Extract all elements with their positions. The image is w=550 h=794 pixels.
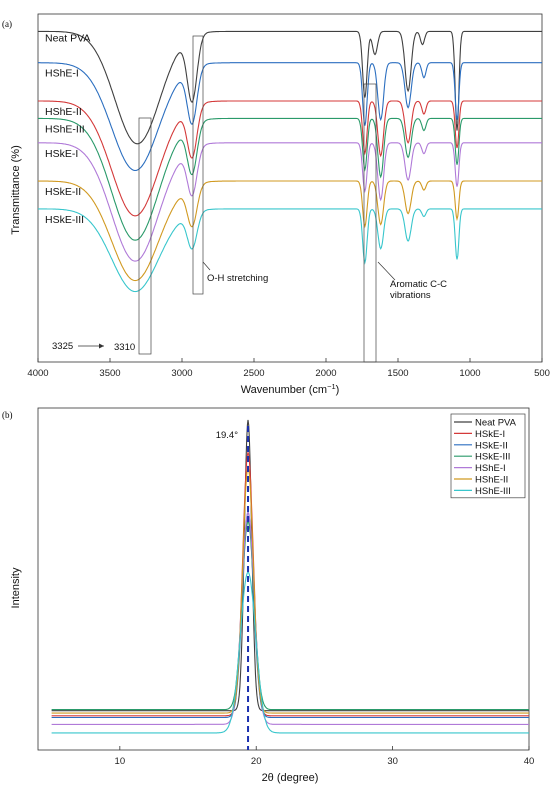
panel-b-legend: Neat PVAHSkE-IHSkE-IIHSkE-IIIHShE-IHShE-… (450, 413, 526, 499)
x-tick-label: 2000 (315, 368, 336, 379)
ftir-series-hshe-i (38, 62, 542, 172)
x-tick-label: 10 (115, 756, 126, 767)
xrd-series-hske-i (51, 450, 529, 717)
panel-b-x-ticks: 10 20 30 40 (115, 746, 535, 767)
legend-entry: HShE-I (475, 463, 506, 474)
aromatic-box (363, 83, 377, 363)
oh-box-left (138, 117, 152, 355)
panel-b-y-axis-label: Intensity (10, 567, 22, 608)
ftir-series-neat-pva (38, 30, 542, 145)
xrd-series-hshe-iii (51, 571, 529, 734)
ftir-label-hshe-ii: HShE-II (45, 106, 82, 118)
panel-a-series-labels: Neat PVA HShE-I HShE-II HShE-III HSkE-I HSkE-… (45, 32, 90, 225)
aromatic-annotation-line2: vibrations (390, 290, 431, 301)
shift-label-3310: 3310 (114, 342, 135, 353)
panel-a-x-ticks: 4000 3500 3000 2500 2000 1500 1000 500 (27, 358, 550, 379)
ftir-label-neat-pva: Neat PVA (45, 32, 90, 44)
legend-entry: HShE-III (475, 486, 511, 497)
xrd-series-neat-pva (51, 419, 529, 712)
x-tick-label: 1500 (387, 368, 408, 379)
ftir-series-hske-iii (38, 208, 542, 293)
ftir-series-hshe-ii (38, 100, 542, 217)
oh-box-right (192, 35, 204, 295)
xrd-series-hske-iii (51, 520, 529, 711)
x-tick-label: 1000 (459, 368, 480, 379)
ftir-label-hshe-iii: HShE-III (45, 123, 85, 135)
x-tick-label: 3500 (99, 368, 120, 379)
legend-entry: HSkE-II (475, 440, 508, 451)
panel-a-x-label-end: ) (336, 384, 340, 396)
ftir-label-hske-ii: HSkE-II (45, 186, 81, 198)
legend-entry: HSkE-I (475, 429, 505, 440)
ftir-label-hske-iii: HSkE-III (45, 214, 84, 226)
panel-b-frame (37, 407, 530, 751)
x-tick-label: 2500 (243, 368, 264, 379)
x-tick-label: 4000 (27, 368, 48, 379)
shift-arrow-head (99, 343, 104, 349)
x-tick-label: 500 (534, 368, 550, 379)
panel-a-label: (a) (2, 19, 12, 29)
aromatic-arrow (377, 261, 396, 281)
oh-arrow (202, 261, 211, 271)
legend-entry: Neat PVA (475, 418, 517, 429)
panel-a-x-label-main: Wavenumber (cm (241, 384, 327, 396)
panel-a-x-axis-label: Wavenumber (cm−1) (241, 382, 340, 396)
aromatic-annotation-line1: Aromatic C-C (390, 279, 447, 290)
ftir-label-hske-i: HSkE-I (45, 148, 78, 160)
legend-entry: HShE-II (475, 475, 508, 486)
ftir-series-hske-i (38, 142, 542, 262)
x-tick-label: 20 (251, 756, 262, 767)
x-tick-label: 40 (524, 756, 535, 767)
ftir-label-hshe-i: HShE-I (45, 68, 79, 80)
x-tick-label: 3000 (171, 368, 192, 379)
panel-a-x-label-sup: −1 (327, 382, 336, 391)
ftir-series-hshe-iii (38, 117, 542, 241)
xrd-series-hshe-i (51, 511, 529, 725)
legend-entry: HSkE-III (475, 452, 510, 463)
panel-a-frame (37, 13, 543, 363)
shift-label-3325: 3325 (52, 341, 73, 352)
panel-a-y-axis-label: Transmittance (%) (10, 145, 22, 234)
xrd-series-hske-ii (51, 510, 529, 719)
panel-b-label: (b) (2, 410, 13, 420)
panel-a-series (38, 30, 542, 293)
xrd-series-hshe-ii (51, 464, 529, 714)
panel-b-x-axis-label: 2θ (degree) (262, 772, 319, 784)
ftir-series-hske-ii (38, 180, 542, 282)
x-tick-label: 30 (387, 756, 398, 767)
peak-label: 19.4° (216, 430, 238, 441)
panel-b-series (51, 419, 529, 734)
oh-annotation: O-H stretching (207, 273, 268, 284)
